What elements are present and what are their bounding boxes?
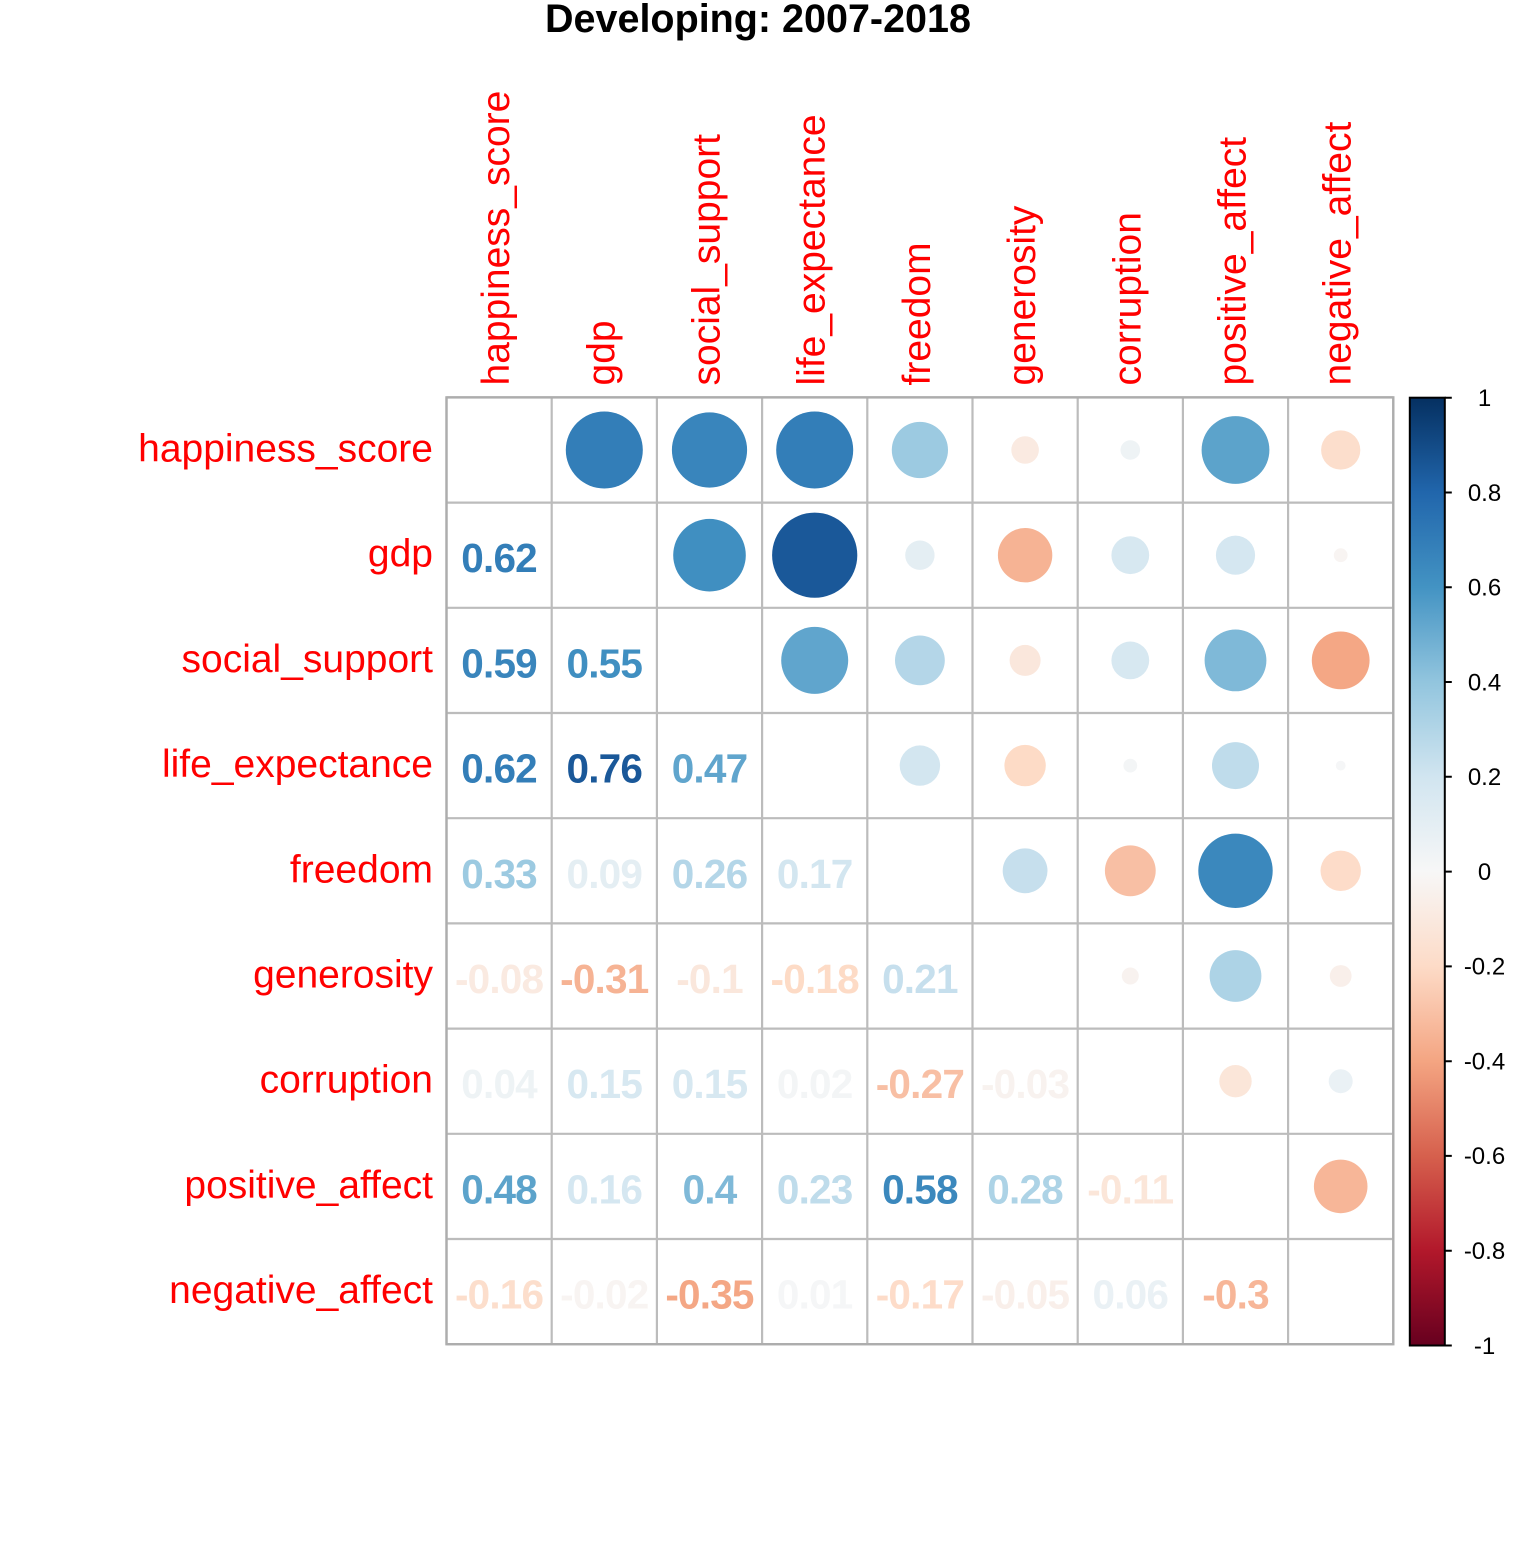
svg-text:0.15: 0.15	[672, 1061, 748, 1107]
svg-text:social_support: social_support	[686, 134, 729, 386]
svg-text:negative_affect: negative_affect	[169, 1269, 433, 1312]
svg-text:0.21: 0.21	[882, 956, 958, 1002]
svg-text:-0.31: -0.31	[560, 956, 649, 1002]
svg-text:-0.2: -0.2	[1464, 954, 1505, 981]
svg-text:-0.05: -0.05	[981, 1272, 1070, 1318]
svg-text:corruption: corruption	[260, 1059, 433, 1102]
svg-text:Developing: 2007-2018: Developing: 2007-2018	[545, 0, 971, 41]
svg-text:-1: -1	[1474, 1333, 1495, 1360]
svg-text:-0.1: -0.1	[676, 956, 743, 1002]
svg-text:gdp: gdp	[580, 320, 623, 385]
svg-text:0.8: 0.8	[1468, 480, 1501, 507]
svg-text:0.09: 0.09	[566, 851, 642, 897]
svg-text:0.4: 0.4	[683, 1166, 738, 1212]
svg-text:-0.08: -0.08	[455, 956, 544, 1002]
svg-text:0: 0	[1478, 859, 1491, 886]
svg-text:social_support: social_support	[182, 638, 434, 681]
svg-text:-0.18: -0.18	[771, 956, 860, 1002]
svg-text:happiness_score: happiness_score	[475, 91, 518, 386]
svg-text:-0.8: -0.8	[1464, 1238, 1505, 1265]
svg-text:0.02: 0.02	[777, 1061, 853, 1107]
svg-text:0.23: 0.23	[777, 1166, 853, 1212]
svg-text:positive_affect: positive_affect	[1212, 137, 1255, 386]
svg-text:0.6: 0.6	[1468, 575, 1501, 602]
svg-text:freedom: freedom	[896, 242, 939, 385]
svg-text:0.01: 0.01	[777, 1272, 853, 1318]
svg-text:-0.27: -0.27	[876, 1061, 964, 1107]
svg-text:0.26: 0.26	[672, 851, 748, 897]
svg-text:0.76: 0.76	[566, 746, 642, 792]
svg-text:0.4: 0.4	[1468, 669, 1501, 696]
svg-text:0.55: 0.55	[566, 640, 642, 686]
svg-text:-0.03: -0.03	[981, 1061, 1070, 1107]
svg-text:negative_affect: negative_affect	[1317, 122, 1360, 386]
svg-text:happiness_score: happiness_score	[138, 428, 433, 471]
svg-text:-0.4: -0.4	[1464, 1049, 1505, 1076]
svg-text:0.62: 0.62	[461, 746, 537, 792]
svg-text:-0.02: -0.02	[560, 1272, 648, 1318]
svg-text:positive_affect: positive_affect	[184, 1164, 433, 1207]
svg-text:1: 1	[1478, 385, 1491, 412]
svg-text:generosity: generosity	[253, 954, 433, 997]
svg-text:0.16: 0.16	[566, 1166, 642, 1212]
svg-text:-0.35: -0.35	[665, 1272, 754, 1318]
svg-text:-0.17: -0.17	[876, 1272, 964, 1318]
svg-text:0.06: 0.06	[1092, 1272, 1168, 1318]
svg-text:0.48: 0.48	[461, 1166, 537, 1212]
svg-text:life_expectance: life_expectance	[791, 114, 834, 385]
svg-text:0.2: 0.2	[1468, 764, 1501, 791]
svg-text:generosity: generosity	[1001, 205, 1044, 385]
svg-text:-0.11: -0.11	[1087, 1166, 1173, 1212]
svg-text:0.04: 0.04	[461, 1061, 538, 1107]
svg-text:0.59: 0.59	[461, 640, 537, 686]
svg-text:-0.6: -0.6	[1464, 1143, 1505, 1170]
svg-text:corruption: corruption	[1106, 212, 1149, 385]
svg-text:0.33: 0.33	[461, 851, 537, 897]
svg-text:0.15: 0.15	[566, 1061, 642, 1107]
svg-text:-0.3: -0.3	[1202, 1272, 1269, 1318]
svg-text:-0.16: -0.16	[455, 1272, 544, 1318]
svg-text:gdp: gdp	[368, 533, 433, 576]
svg-text:freedom: freedom	[290, 848, 433, 891]
svg-text:0.17: 0.17	[777, 851, 853, 897]
svg-text:0.28: 0.28	[987, 1166, 1063, 1212]
svg-text:life_expectance: life_expectance	[162, 743, 433, 786]
svg-text:0.47: 0.47	[672, 746, 748, 792]
svg-text:0.58: 0.58	[882, 1166, 958, 1212]
svg-text:0.62: 0.62	[461, 535, 537, 581]
